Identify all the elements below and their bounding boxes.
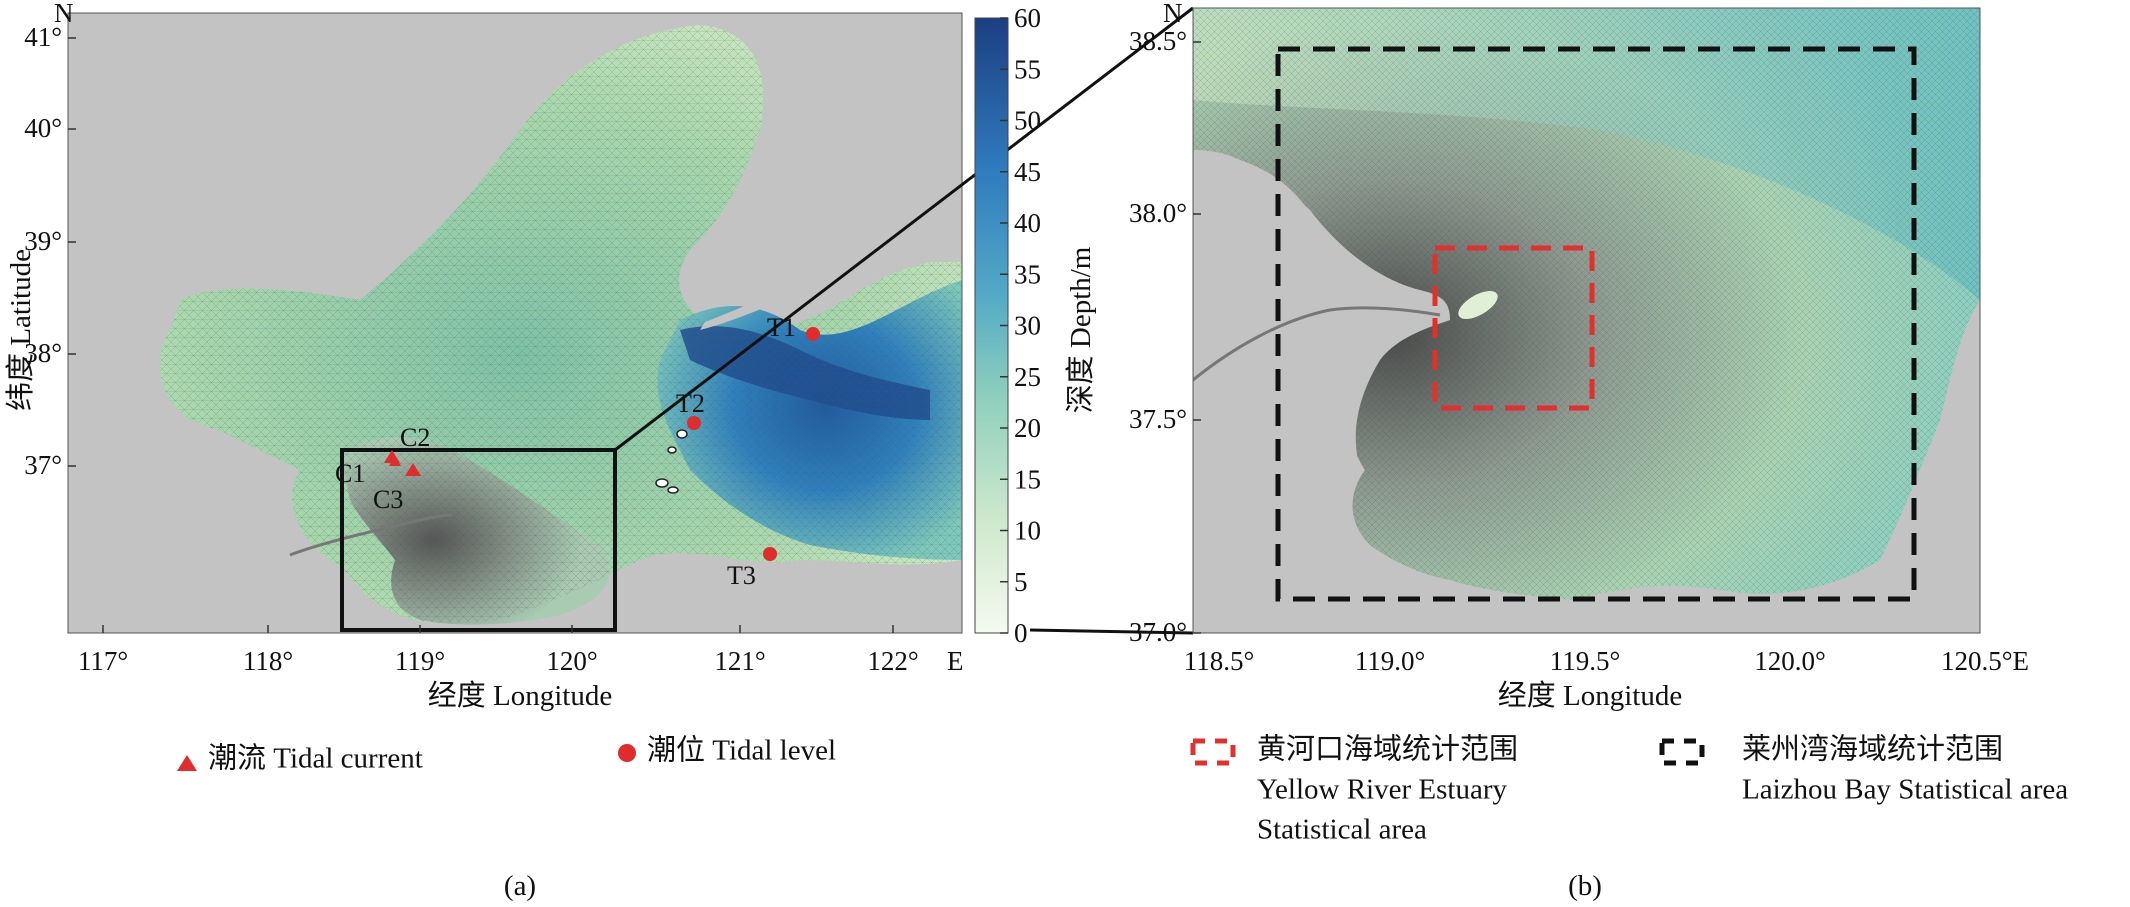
station-c3-marker xyxy=(389,456,401,466)
colorbar-title: 深度 Depth/m xyxy=(1064,246,1097,413)
x-tick-label-a: 121° xyxy=(714,646,765,676)
station-c2-marker xyxy=(405,463,421,476)
x-tick-label-a: 118° xyxy=(243,646,293,676)
y-tick-label-b: 37.0° xyxy=(1129,617,1187,647)
station-t1-label: T1 xyxy=(767,313,796,342)
legend-yellow-river-en1: Yellow River Estuary xyxy=(1257,774,1507,806)
panel-b-mesh xyxy=(1193,8,1980,600)
panel-a-x-title: 经度 Longitude xyxy=(428,679,612,712)
y-tick-label-a: 37° xyxy=(24,450,62,480)
yellow-river-delta xyxy=(1193,150,1450,633)
panel-b-y-ticks: 38.5° 38.0° 37.5° 37.0° xyxy=(1129,26,1201,647)
zoom-line-top xyxy=(614,6,1194,452)
station-t2-label: T2 xyxy=(676,389,705,418)
panel-a-map xyxy=(68,13,962,633)
colorbar-tick-label: 55 xyxy=(1014,54,1041,84)
station-t3-label: T3 xyxy=(727,561,756,590)
river-mouth-spit xyxy=(1458,291,1498,319)
panel-a-frame xyxy=(67,12,963,634)
colorbar-tick-label: 25 xyxy=(1014,362,1041,392)
legend-laizhou-cn: 莱州湾海域统计范围 xyxy=(1742,733,2003,766)
legend-tidal-level: 潮位 Tidal level xyxy=(647,734,836,767)
station-c3-label: C3 xyxy=(373,485,403,514)
x-tick-label-a: 119° xyxy=(395,646,445,676)
east-label-a: E xyxy=(947,646,964,676)
legend-yellow-river-cn: 黄河口海域统计范围 xyxy=(1257,733,1518,766)
zoom-line-bottom xyxy=(1029,628,1194,635)
y-tick-label-a: 41° xyxy=(24,22,62,52)
station-c2-label: C2 xyxy=(400,423,430,452)
station-t1-marker xyxy=(806,327,820,341)
colorbar-tick-label: 15 xyxy=(1014,464,1041,494)
colorbar-tick-label: 5 xyxy=(1014,567,1028,597)
colorbar-tick-label: 40 xyxy=(1014,208,1041,238)
tidal-current-icon xyxy=(177,755,197,771)
y-tick-label-b: 37.5° xyxy=(1129,404,1187,434)
y-tick-label-b: 38.5° xyxy=(1129,26,1187,56)
legend-laizhou-en: Laizhou Bay Statistical area xyxy=(1742,774,2068,806)
colorbar-tick-label: 30 xyxy=(1014,311,1041,341)
x-tick-label-b: 119.5° xyxy=(1550,646,1621,676)
x-tick-label-b: 120.5°E xyxy=(1941,646,2029,676)
laizhou-bay-box xyxy=(1275,46,1917,602)
panel-a-x-ticks: 117° 118° 119° 120° 121° 122° xyxy=(78,625,919,676)
station-t3-marker xyxy=(763,547,777,561)
liaodong-peninsula xyxy=(700,248,962,330)
north-label-b: N xyxy=(1163,0,1183,28)
tidal-level-icon xyxy=(618,744,636,762)
x-tick-label-a: 117° xyxy=(78,646,128,676)
north-label-a: N xyxy=(54,0,74,28)
y-tick-label-a: 40° xyxy=(24,113,62,143)
legend-yellow-river-en2: Statistical area xyxy=(1257,814,1427,846)
x-tick-label-b: 120.0° xyxy=(1754,646,1826,676)
legend-tidal-current: 潮流 Tidal current xyxy=(208,742,423,775)
colorbar-tick-label: 10 xyxy=(1014,516,1041,546)
yellow-river-estuary-box xyxy=(1432,245,1595,411)
computational-mesh xyxy=(159,25,962,623)
y-tick-label-a: 38° xyxy=(24,338,62,368)
panel-a-y-ticks: 41° 40° 39° 38° 37° xyxy=(24,22,76,480)
caption-b: (b) xyxy=(1568,870,1602,902)
zoom-box xyxy=(340,448,617,632)
panel-b-x-title: 经度 Longitude xyxy=(1498,679,1682,712)
station-c1-label: C1 xyxy=(335,459,365,488)
yellow-river xyxy=(289,513,453,557)
panel-b-river xyxy=(1193,306,1441,382)
yellow-river-legend-icon xyxy=(1190,738,1236,766)
caption-a: (a) xyxy=(504,870,536,902)
x-tick-label-b: 119.0° xyxy=(1355,646,1426,676)
x-tick-label-b: 118.5° xyxy=(1184,646,1255,676)
colorbar-tick-label: 20 xyxy=(1014,413,1041,443)
y-tick-label-a: 39° xyxy=(24,226,62,256)
colorbar-tick-label: 50 xyxy=(1014,106,1041,136)
colorbar-tick-label: 45 xyxy=(1014,157,1041,187)
colorbar-tick-label: 35 xyxy=(1014,259,1041,289)
colorbar-tick-label: 0 xyxy=(1014,618,1028,648)
x-tick-label-a: 120° xyxy=(546,646,597,676)
panel-b-frame xyxy=(1192,7,1981,634)
y-tick-label-b: 38.0° xyxy=(1129,198,1187,228)
miaodao-islands xyxy=(655,429,688,494)
panel-b-x-ticks: 118.5° 119.0° 119.5° 120.0° 120.5°E xyxy=(1184,646,2029,676)
panel-b-map xyxy=(1193,8,1980,633)
laizhou-legend-icon xyxy=(1659,738,1705,766)
station-markers xyxy=(384,327,820,561)
panel-a-y-title: 纬度 Latitude xyxy=(4,249,37,411)
station-t2-marker xyxy=(687,416,701,430)
colorbar-tick-label: 60 xyxy=(1014,3,1041,33)
x-tick-label-a: 122° xyxy=(867,646,918,676)
